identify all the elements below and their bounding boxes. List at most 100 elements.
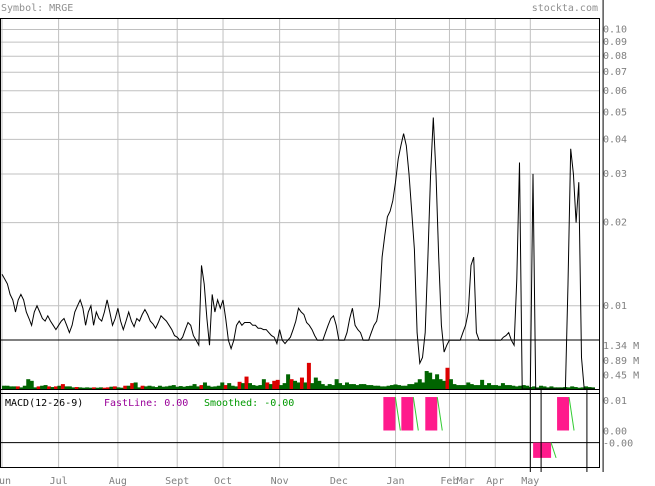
volume-bar (119, 387, 124, 389)
volume-bar (199, 385, 204, 389)
volume-bar (566, 387, 571, 389)
volume-bar (150, 386, 155, 389)
volume-bar (251, 385, 256, 389)
volume-bar (345, 382, 350, 389)
price-line (1, 117, 595, 390)
volume-tick-label: 1.34 M (603, 341, 639, 352)
volume-bar (386, 385, 391, 389)
volume-bar (22, 385, 27, 389)
volume-bar (74, 387, 79, 389)
macd-fastline-label: FastLine: 0.00 (104, 398, 188, 409)
volume-bar (442, 380, 447, 389)
price-axis: 0.10 0.09 0.08 0.07 0.06 0.05 0.04 0.03 0.02 0.01 (603, 24, 627, 311)
price-tick-label: 0.09 (603, 37, 627, 48)
volume-bar (410, 384, 415, 389)
volume-bar (147, 385, 152, 389)
volume-bar (213, 386, 218, 389)
volume-bar (414, 382, 419, 389)
volume-bar (105, 387, 110, 389)
volume-bar (71, 387, 76, 389)
volume-bar (289, 379, 294, 389)
volume-bar (466, 382, 471, 389)
volume-bar (448, 379, 453, 389)
volume-bar (237, 381, 242, 389)
volume-bar (29, 380, 34, 389)
volume-bar (490, 385, 495, 389)
volume-bar (202, 382, 207, 389)
volume-bar (144, 386, 149, 389)
macd-smoothed-segment (568, 396, 575, 431)
volume-bar (112, 386, 117, 389)
volume-bar (473, 385, 478, 389)
volume-bar (140, 385, 145, 389)
volume-bar (584, 386, 589, 389)
volume-bar (338, 383, 343, 389)
price-tick-label: 0.02 (603, 218, 627, 229)
volume-bar (244, 376, 249, 389)
volume-bar (254, 385, 259, 389)
volume-bar (469, 384, 474, 389)
volume-bar (2, 385, 6, 389)
volume-bar (365, 385, 370, 389)
price-tick-label: 0.08 (603, 51, 627, 62)
volume-bar (182, 386, 187, 389)
macd-tick-label: 0.00 (603, 427, 627, 438)
volume-bar (95, 387, 100, 389)
volume-bar (12, 386, 17, 389)
month-label: Nov (271, 476, 289, 486)
volume-bar (480, 379, 485, 389)
volume-bar (164, 386, 169, 389)
volume-bar (400, 385, 405, 389)
volume-bar (521, 385, 526, 389)
volume-bar (123, 385, 128, 389)
volume-bar (50, 387, 55, 389)
volume-bar (539, 385, 544, 389)
volume-bar (8, 386, 13, 389)
volume-bar (209, 386, 214, 389)
volume-bar (324, 385, 329, 389)
volume-bar (234, 386, 239, 389)
volume-bar (92, 387, 97, 389)
volume-bar (542, 386, 547, 389)
month-label: Dec (330, 476, 348, 486)
volume-bar (331, 385, 336, 389)
volume-bar (507, 385, 512, 389)
volume-bar (462, 385, 467, 389)
volume-bar (452, 384, 457, 389)
macd-tick-label: -0.00 (603, 439, 633, 450)
volume-bar (438, 379, 443, 389)
volume-bar (261, 379, 266, 389)
price-line-group (1, 0, 604, 472)
volume-bar (445, 367, 450, 389)
volume-bar (64, 386, 69, 389)
volume-bar (493, 385, 498, 389)
macd-histogram-block (557, 397, 570, 431)
volume-bar (272, 380, 277, 389)
panel-frames (0, 18, 600, 468)
volume-bar (580, 387, 585, 389)
volume-bar (383, 386, 388, 389)
volume-bar (549, 386, 554, 389)
volume-bar (116, 387, 121, 389)
volume-bar (60, 384, 65, 389)
volume-bar (230, 385, 235, 389)
volume-bar (424, 371, 429, 389)
volume-bar (220, 382, 225, 389)
macd-histogram-block (425, 397, 438, 431)
volume-bar (53, 386, 58, 389)
volume-bar (81, 387, 86, 389)
volume-bar (282, 383, 287, 389)
month-label: Jun (0, 476, 11, 486)
volume-bar (511, 385, 516, 389)
volume-bar (435, 374, 440, 389)
volume-bar (483, 385, 488, 389)
volume-bar (317, 380, 322, 389)
volume-bar (154, 387, 159, 389)
volume-bar (500, 383, 505, 389)
macd-smoothed-segment (436, 396, 443, 431)
volume-bar (40, 385, 45, 389)
volume-bar (168, 385, 173, 389)
volume-bar (216, 385, 221, 389)
volume-bar (535, 387, 540, 389)
